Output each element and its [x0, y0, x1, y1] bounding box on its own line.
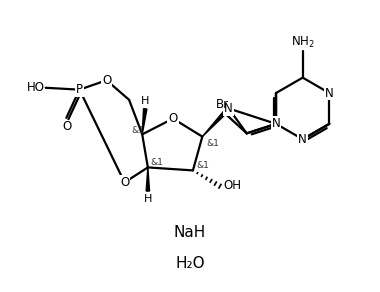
Text: N: N	[298, 133, 307, 146]
Polygon shape	[202, 107, 230, 137]
Text: N: N	[272, 117, 280, 130]
Text: H: H	[141, 95, 149, 105]
Text: &1: &1	[207, 139, 220, 148]
Text: O: O	[102, 74, 111, 87]
Text: H: H	[144, 194, 152, 204]
Text: H₂O: H₂O	[175, 256, 205, 271]
Text: NaH: NaH	[174, 225, 206, 240]
Text: NH$_2$: NH$_2$	[291, 35, 315, 50]
Polygon shape	[146, 167, 150, 191]
Text: O: O	[62, 120, 72, 133]
Polygon shape	[142, 109, 147, 134]
Text: N: N	[325, 86, 334, 100]
Text: Br: Br	[216, 98, 229, 111]
Text: N: N	[224, 102, 233, 115]
Text: P: P	[76, 83, 83, 96]
Text: &1: &1	[131, 126, 144, 135]
Text: O: O	[120, 176, 129, 189]
Text: OH: OH	[223, 179, 241, 192]
Text: &1: &1	[197, 161, 209, 171]
Text: &1: &1	[151, 158, 164, 167]
Text: O: O	[168, 112, 177, 125]
Text: HO: HO	[27, 81, 45, 94]
